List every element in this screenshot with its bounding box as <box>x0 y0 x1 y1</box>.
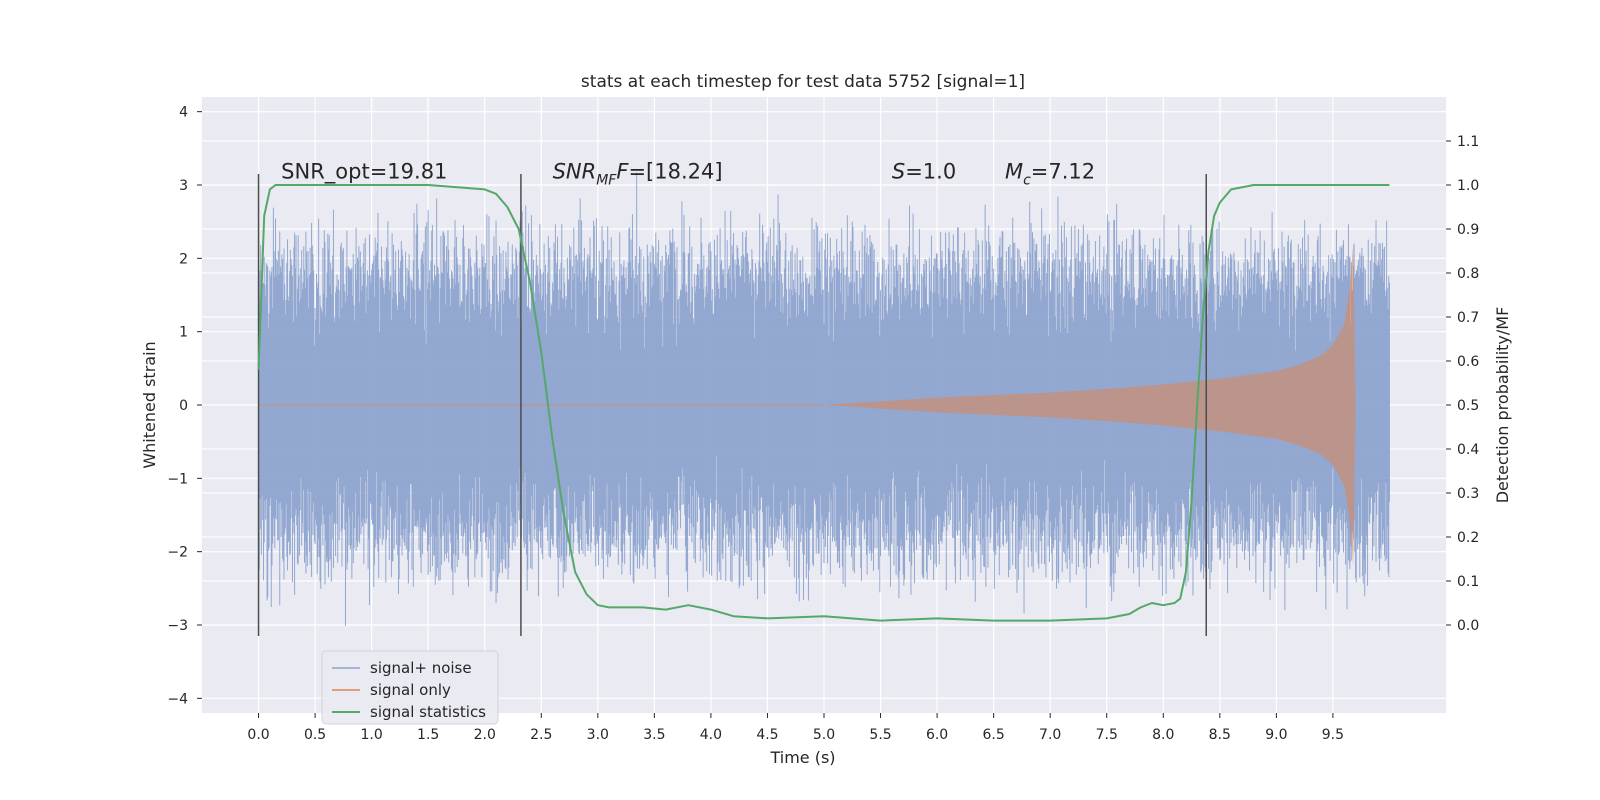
y-tick-label: 3 <box>179 178 188 194</box>
x-tick-label: 5.0 <box>813 727 835 743</box>
y-tick-label: 0 <box>179 398 188 414</box>
annotation-subscript: c <box>1023 172 1031 188</box>
y2-tick-label: 0.5 <box>1457 398 1479 414</box>
vertical-markers <box>257 174 1207 636</box>
y2-tick-label: 0.1 <box>1457 574 1479 590</box>
x-tick-label: 6.5 <box>983 727 1005 743</box>
y-axis-label-left: Whitened strain <box>140 341 159 468</box>
y-axis-label-right: Detection probability/MF <box>1493 307 1512 504</box>
y2-tick-label: 0.7 <box>1457 310 1479 326</box>
y2-tick-label: 1.0 <box>1457 178 1479 194</box>
axis-ticks: 0.0 0.5 1.0 1.5 2.0 2.5 3.0 3.5 4.0 4.5 5.0 5.5 6.0 6… <box>167 105 1479 743</box>
y2-tick-label: 0.9 <box>1457 222 1479 238</box>
x-tick-label: 2.5 <box>530 727 552 743</box>
x-tick-label: 1.5 <box>417 727 439 743</box>
signal-statistics-trace <box>257 184 1390 622</box>
y-tick-label: −2 <box>167 545 188 561</box>
x-tick-label: 1.0 <box>361 727 383 743</box>
x-tick-label: 0.5 <box>304 727 326 743</box>
chart-title: stats at each timestep for test data 575… <box>581 72 1025 92</box>
x-tick-label: 3.5 <box>643 727 665 743</box>
annotation-italic-f: F <box>616 159 629 183</box>
legend: signal+ noise signal only signal statistic… <box>321 650 499 725</box>
series-signal-statistics <box>257 184 1390 622</box>
legend-entry-label: signal only <box>370 681 451 699</box>
annotation-subscript: MF <box>596 172 617 188</box>
x-tick-label: 6.0 <box>926 727 948 743</box>
legend-entry-label: signal+ noise <box>370 659 472 677</box>
x-tick-label: 0.0 <box>247 727 269 743</box>
y2-tick-label: 0.6 <box>1457 354 1479 370</box>
y2-tick-label: 0.3 <box>1457 486 1479 502</box>
x-tick-label: 8.0 <box>1152 727 1174 743</box>
signal-only-trace <box>824 243 1356 567</box>
x-tick-label: 7.0 <box>1039 727 1061 743</box>
y2-tick-label: 0.4 <box>1457 442 1479 458</box>
x-axis-label: Time (s) <box>769 748 835 767</box>
x-tick-label: 5.5 <box>869 727 891 743</box>
y-tick-label: 1 <box>179 325 188 341</box>
stat-annotation-s: S=1.0 <box>892 159 956 183</box>
x-tick-label: 4.0 <box>700 727 722 743</box>
stat-annotation-mc: Mc=7.12 <box>1005 159 1095 188</box>
x-tick-label: 9.0 <box>1265 727 1287 743</box>
y2-tick-label: 1.1 <box>1457 134 1479 150</box>
x-tick-label: 4.5 <box>756 727 778 743</box>
stat-annotation-snr_opt: SNR_opt=19.81 <box>281 159 447 184</box>
x-tick-label: 7.5 <box>1096 727 1118 743</box>
x-tick-label: 2.0 <box>474 727 496 743</box>
legend-box <box>321 650 499 725</box>
legend-entry-label: signal statistics <box>370 703 486 721</box>
y2-tick-label: 0.0 <box>1457 618 1479 634</box>
annotation-main: SNR <box>553 159 597 183</box>
y2-tick-label: 0.2 <box>1457 530 1479 546</box>
annotation-main: M <box>1005 159 1023 183</box>
x-tick-label: 8.5 <box>1209 727 1231 743</box>
stat-annotation-snr_mf: SNRMFF=[18.24] <box>553 159 723 188</box>
y-tick-label: −4 <box>167 691 188 707</box>
y-tick-label: 4 <box>179 105 188 121</box>
x-tick-label: 3.0 <box>587 727 609 743</box>
series-signal-only <box>258 243 1356 567</box>
y-tick-label: 2 <box>179 251 188 267</box>
annotation-main: S <box>892 159 905 183</box>
y-tick-label: −3 <box>167 618 188 634</box>
annotations: SNR_opt=19.81 SNRMFF=[18.24] S=1.0 Mc=7.12 <box>281 159 1095 188</box>
annotation-tail: F=[18.24] <box>616 159 722 183</box>
y-tick-label: −1 <box>167 471 188 487</box>
annotation-tail: =1.0 <box>905 159 956 183</box>
y2-tick-label: 0.8 <box>1457 266 1479 282</box>
annotation-tail-rest: =[18.24] <box>628 159 722 183</box>
x-tick-label: 9.5 <box>1322 727 1344 743</box>
annotation-tail: =7.12 <box>1031 159 1095 183</box>
